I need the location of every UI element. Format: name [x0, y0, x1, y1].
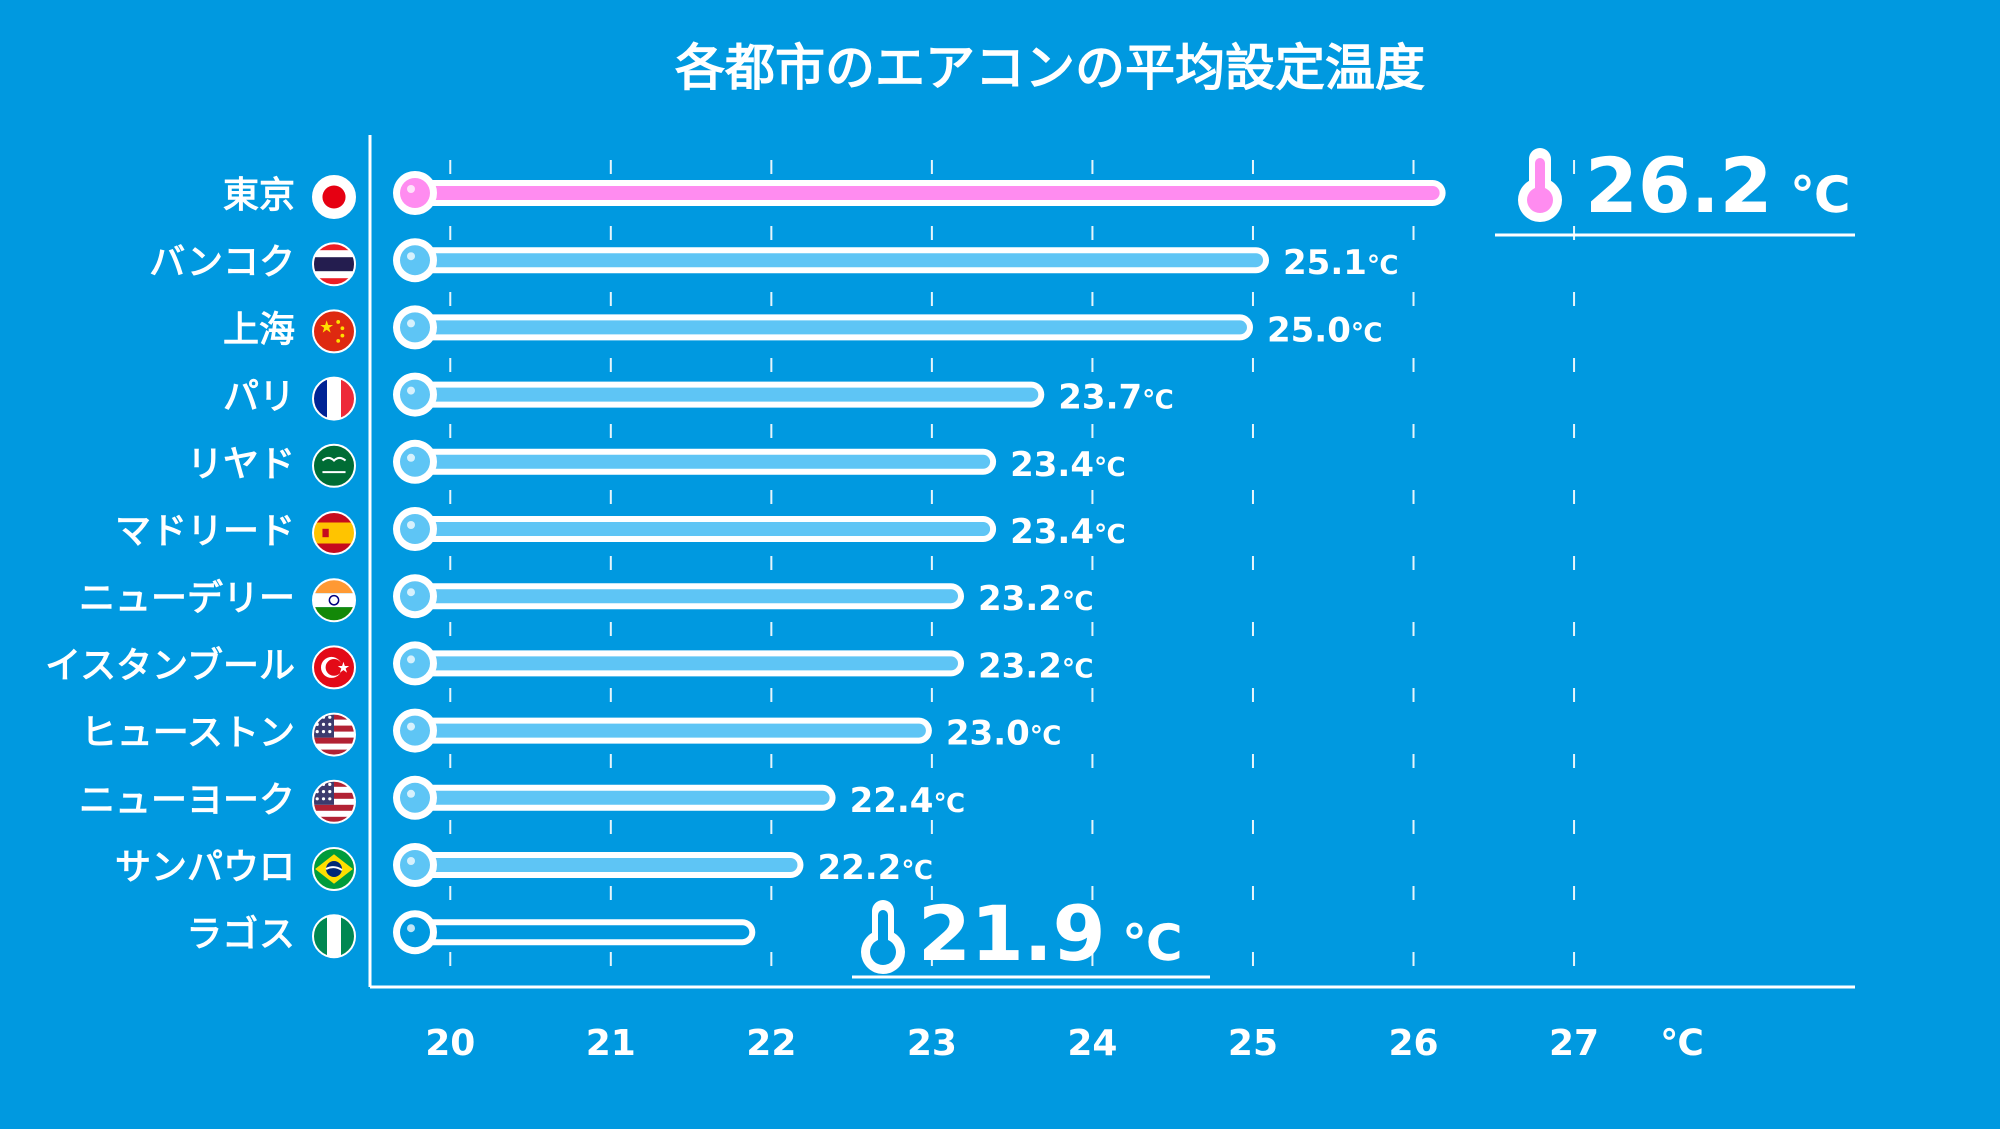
bar	[393, 507, 997, 551]
value-label: 23.2℃	[978, 646, 1093, 686]
china-flag-icon: ★	[312, 309, 356, 354]
category-label: サンパウロ	[115, 847, 295, 888]
x-tick-label: 21	[586, 1023, 636, 1064]
category-label: 東京	[223, 174, 295, 216]
value-unit: ℃	[1094, 453, 1125, 483]
bar	[393, 910, 756, 955]
category-label: リヤド	[187, 444, 295, 485]
x-tick-label: 26	[1388, 1023, 1438, 1064]
value-unit: ℃	[1367, 251, 1398, 281]
bar	[393, 439, 997, 484]
svg-text:★: ★	[337, 660, 350, 677]
spain-flag-icon	[312, 511, 356, 555]
x-tick-label: 20	[425, 1023, 475, 1064]
usa-flag-icon	[312, 712, 356, 757]
x-unit-label: ℃	[1660, 1023, 1704, 1064]
value-label: 23.4℃	[1010, 445, 1125, 485]
category-label: ニューデリー	[79, 577, 295, 619]
thermometer-icon	[861, 900, 905, 974]
nigeria-flag-icon	[312, 914, 356, 959]
max-value-callout: 26.2	[1585, 141, 1773, 230]
x-tick-label: 27	[1549, 1023, 1599, 1064]
value-label: 22.4℃	[850, 781, 965, 821]
thailand-flag-icon	[312, 242, 356, 287]
x-tick-label: 22	[746, 1023, 796, 1064]
category-label: バンコク	[149, 242, 295, 283]
category-label: 上海	[223, 309, 295, 350]
bar	[393, 372, 1045, 417]
value-unit: ℃	[1062, 587, 1093, 617]
value-label: 25.1℃	[1283, 243, 1398, 283]
category-label: ラゴス	[186, 913, 295, 955]
min-value-unit: ℃	[1122, 914, 1183, 972]
value-unit: ℃	[1142, 386, 1173, 416]
value-unit: ℃	[1351, 318, 1382, 348]
value-unit: ℃	[1030, 722, 1061, 752]
category-label: ヒューストン	[81, 713, 295, 754]
japan-flag-icon	[312, 175, 356, 219]
category-label: パリ	[223, 377, 295, 418]
max-value-unit: ℃	[1790, 166, 1851, 224]
france-flag-icon	[312, 376, 356, 421]
bar	[393, 775, 836, 820]
svg-text:★: ★	[319, 316, 334, 336]
x-tick-label: 25	[1228, 1023, 1278, 1064]
value-label: 23.0℃	[946, 714, 1061, 754]
x-tick-label: 23	[907, 1023, 957, 1064]
value-unit: ℃	[1062, 654, 1093, 684]
category-label: イスタンブール	[45, 644, 295, 686]
value-label: 22.2℃	[817, 848, 932, 888]
min-value-callout: 21.9	[918, 889, 1106, 978]
bar	[393, 238, 1270, 283]
value-unit: ℃	[933, 789, 964, 819]
value-unit: ℃	[901, 856, 932, 886]
bar	[393, 708, 932, 753]
saudi-arabia-flag-icon	[312, 443, 356, 488]
value-label: 23.4℃	[1010, 512, 1125, 552]
value-label: 23.7℃	[1058, 378, 1173, 418]
chart-title: 各都市のエアコンの平均設定温度	[675, 39, 1425, 97]
thermometer-icon	[1518, 148, 1562, 222]
category-label: ニューヨーク	[79, 780, 295, 821]
category-label: マドリード	[115, 511, 295, 552]
value-label: 23.2℃	[978, 579, 1093, 619]
bar	[393, 171, 1446, 215]
usa-flag-icon	[312, 779, 356, 824]
bar	[393, 305, 1253, 350]
value-unit: ℃	[1094, 520, 1125, 550]
bar	[393, 641, 964, 686]
turkey-flag-icon: ★	[312, 645, 356, 690]
value-label: 25.0℃	[1267, 310, 1382, 350]
bar	[393, 574, 964, 619]
x-tick-label: 24	[1067, 1023, 1117, 1064]
india-flag-icon	[312, 578, 356, 623]
brazil-flag-icon	[312, 847, 356, 891]
bar	[393, 843, 804, 887]
